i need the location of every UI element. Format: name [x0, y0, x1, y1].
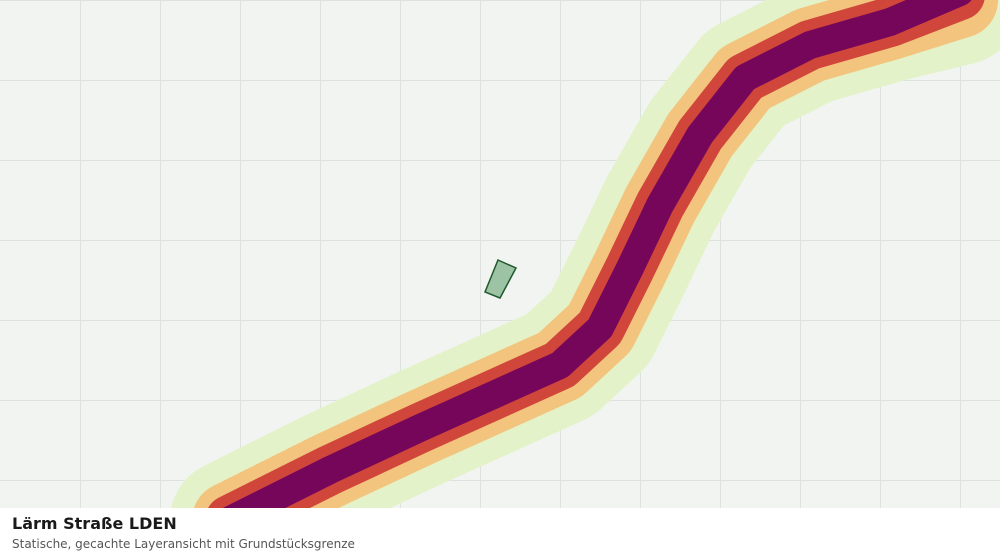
caption-title: Lärm Straße LDEN: [12, 514, 177, 533]
noise-band-very-high: [216, 0, 972, 534]
caption: Lärm Straße LDEN Statische, gecachte Lay…: [0, 508, 1000, 560]
caption-subtitle: Statische, gecachte Layeransicht mit Gru…: [12, 537, 355, 551]
noise-bands: [170, 0, 1000, 560]
parcel-boundary[interactable]: [484, 259, 518, 299]
